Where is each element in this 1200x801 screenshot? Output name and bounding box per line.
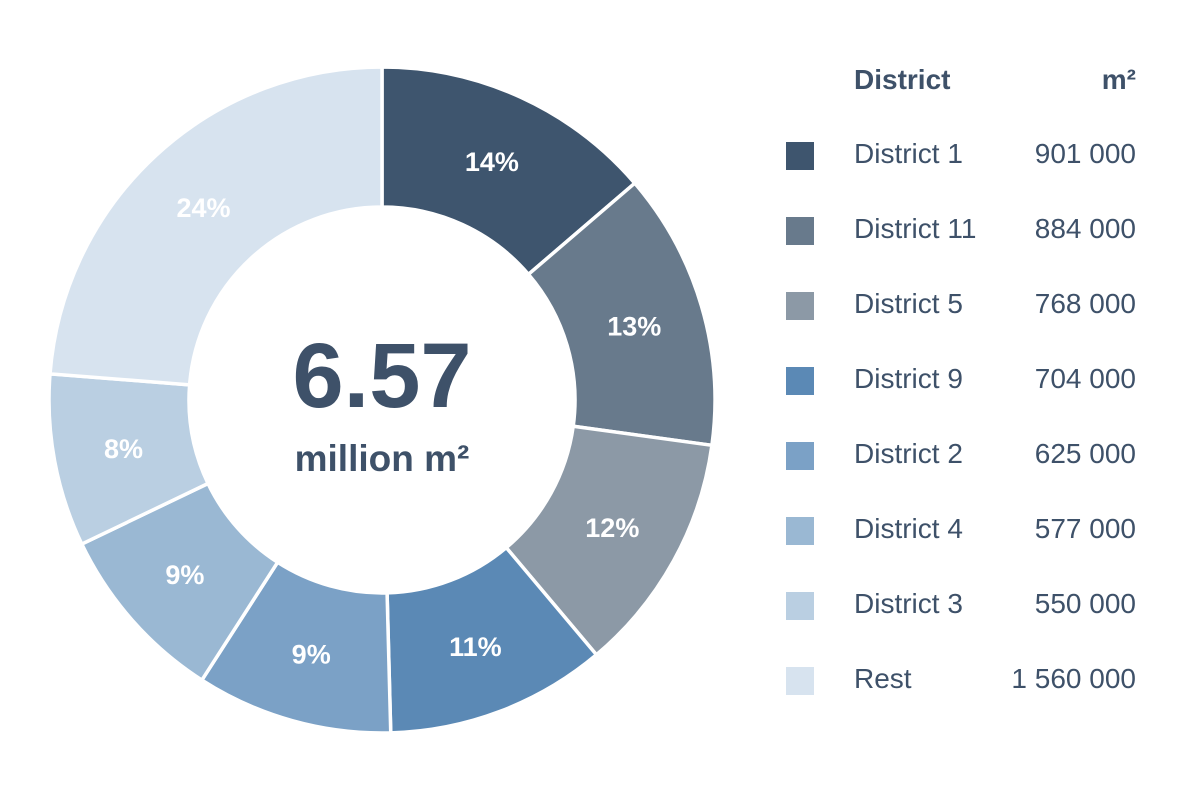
legend-swatch <box>786 442 814 470</box>
legend-row-district-3: District 3 550 000 <box>786 580 1136 655</box>
legend-header: District m² <box>786 56 1136 104</box>
legend-swatch <box>786 592 814 620</box>
legend-area-value: 1 560 000 <box>1011 663 1136 694</box>
slice-rest <box>48 65 384 387</box>
legend-header-unit: m² <box>1101 64 1136 95</box>
legend-row-district-4: District 4 577 000 <box>786 505 1136 580</box>
legend-area-value: 901 000 <box>1034 138 1136 169</box>
legend-swatch <box>786 292 814 320</box>
center-total-unit: million m² <box>295 438 470 479</box>
legend-swatch <box>786 667 814 695</box>
legend-row-rest: Rest 1 560 000 <box>786 655 1136 730</box>
slice-percent-label-district-9: 11% <box>449 632 502 662</box>
legend-district-name: District 9 <box>854 363 963 394</box>
legend-row-district-11: District 11 884 000 <box>786 205 1136 280</box>
legend-district-name: Rest <box>854 663 912 694</box>
slice-percent-label-rest: 24% <box>176 193 230 223</box>
legend-row-district-1: District 1 901 000 <box>786 130 1136 205</box>
slice-percent-label-district-3: 8% <box>104 434 143 464</box>
legend-row-district-2: District 2 625 000 <box>786 430 1136 505</box>
legend-district-name: District 1 <box>854 138 963 169</box>
slice-percent-label-district-5: 12% <box>585 513 639 543</box>
legend: District m² District 1 901 000 District 11… <box>786 56 1136 730</box>
legend-swatch <box>786 517 814 545</box>
legend-row-district-9: District 9 704 000 <box>786 355 1136 430</box>
legend-swatch <box>786 367 814 395</box>
legend-swatch <box>786 217 814 245</box>
legend-header-district: District <box>854 64 951 95</box>
legend-area-value: 704 000 <box>1034 363 1136 394</box>
legend-area-value: 625 000 <box>1034 438 1136 469</box>
legend-district-name: District 11 <box>854 213 977 244</box>
legend-area-value: 884 000 <box>1034 213 1136 244</box>
slice-percent-label-district-1: 14% <box>465 147 519 177</box>
donut-slices <box>47 65 717 735</box>
legend-area-value: 768 000 <box>1034 288 1136 319</box>
slice-percent-label-district-2: 9% <box>292 639 331 669</box>
legend-rows: District 1 901 000 District 11 884 000 Distr… <box>786 130 1136 730</box>
legend-swatch <box>786 142 814 170</box>
slice-percent-label-district-11: 13% <box>607 312 661 342</box>
donut-chart: 14% 13% 12% 11% 9% 9% 8% 24% 6.57 million m² <box>47 65 717 735</box>
legend-row-district-5: District 5 768 000 <box>786 280 1136 355</box>
donut-slice-labels: 14% 13% 12% 11% 9% 9% 8% 24% <box>104 147 661 669</box>
legend-area-value: 550 000 <box>1034 588 1136 619</box>
legend-district-name: District 4 <box>854 513 963 544</box>
center-total-value: 6.57 <box>292 325 471 427</box>
legend-district-name: District 3 <box>854 588 963 619</box>
legend-area-value: 577 000 <box>1034 513 1136 544</box>
legend-district-name: District 2 <box>854 438 963 469</box>
slice-percent-label-district-4: 9% <box>165 560 204 590</box>
legend-district-name: District 5 <box>854 288 963 319</box>
